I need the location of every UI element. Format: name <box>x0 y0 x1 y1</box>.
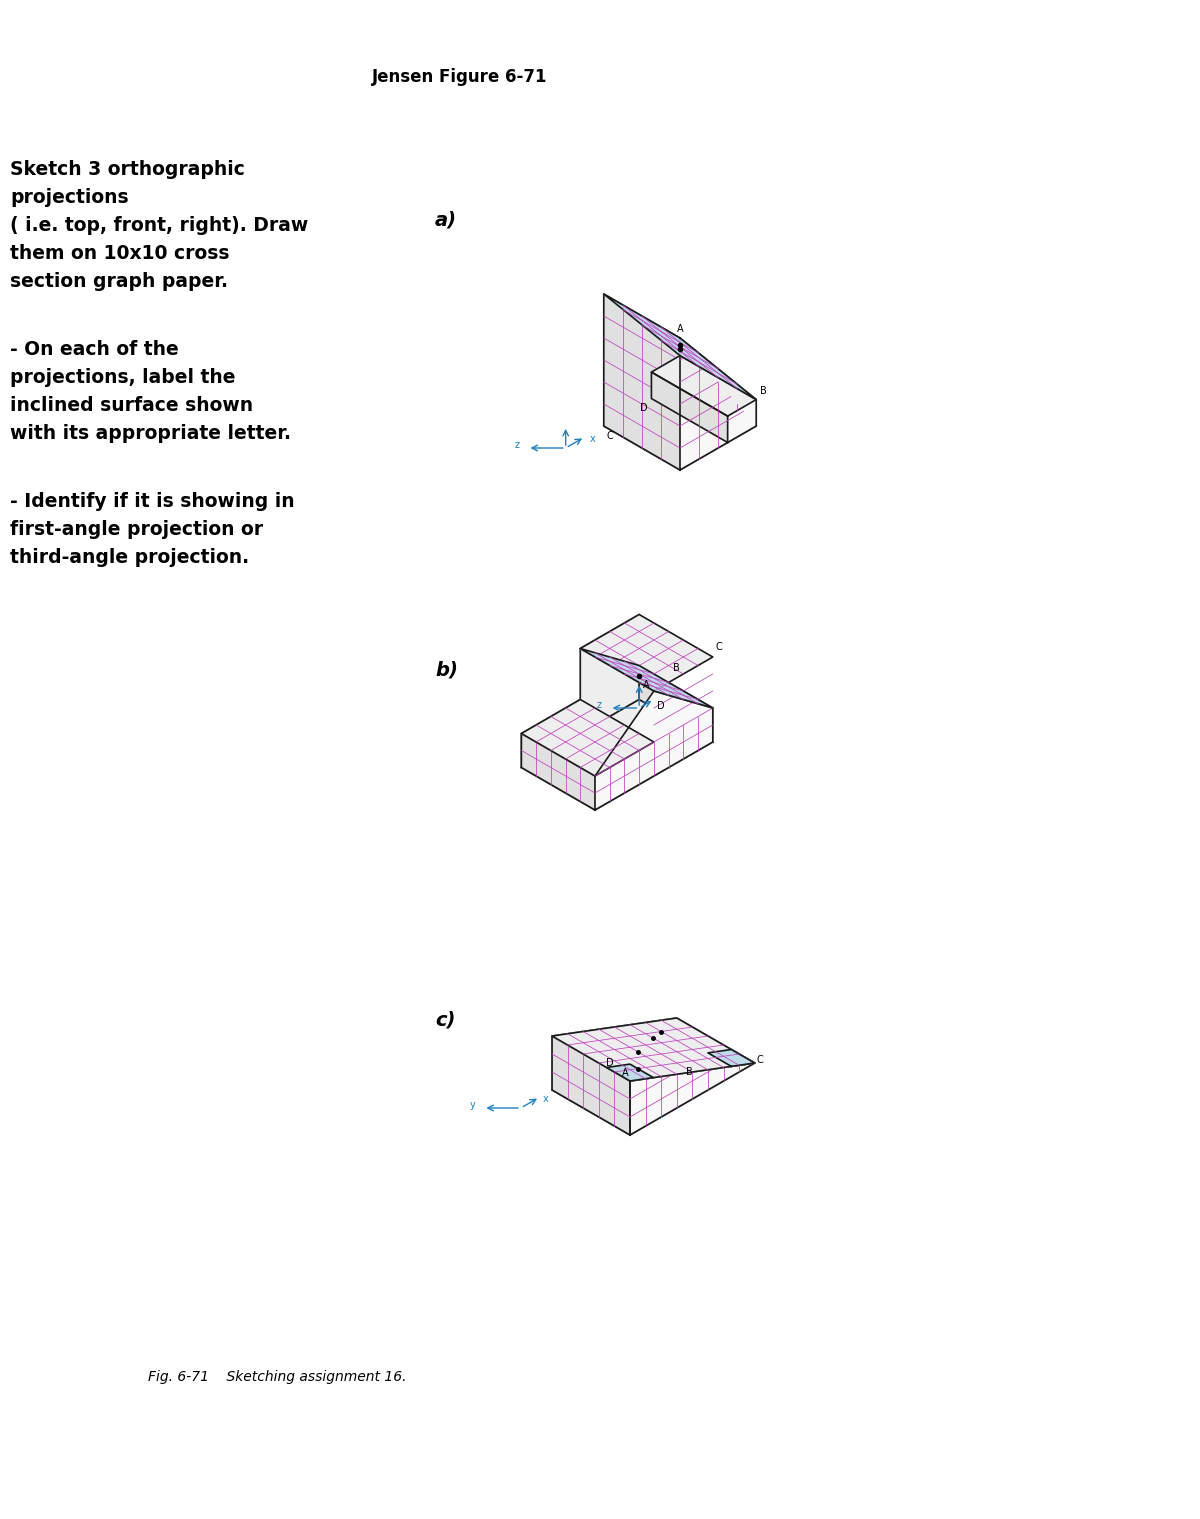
Text: A: A <box>677 324 683 334</box>
Polygon shape <box>521 734 595 810</box>
Text: projections: projections <box>10 188 128 207</box>
Text: third-angle projection.: third-angle projection. <box>10 548 250 567</box>
Polygon shape <box>680 339 756 469</box>
Polygon shape <box>552 1018 677 1091</box>
Polygon shape <box>581 649 713 708</box>
Polygon shape <box>604 381 756 469</box>
Text: a): a) <box>436 210 457 229</box>
Text: ( i.e. top, front, right). Draw: ( i.e. top, front, right). Draw <box>10 216 308 235</box>
Polygon shape <box>652 372 727 442</box>
Polygon shape <box>552 1018 755 1135</box>
Text: x: x <box>659 697 665 706</box>
Polygon shape <box>652 355 756 416</box>
Text: C: C <box>756 1056 763 1065</box>
Text: c): c) <box>436 1010 455 1028</box>
Text: first-angle projection or: first-angle projection or <box>10 519 263 539</box>
Polygon shape <box>595 691 713 810</box>
Text: A: A <box>643 681 649 690</box>
Text: section graph paper.: section graph paper. <box>10 272 228 292</box>
Polygon shape <box>552 1036 630 1135</box>
Polygon shape <box>521 700 654 776</box>
Text: inclined surface shown: inclined surface shown <box>10 396 253 415</box>
Polygon shape <box>552 1018 755 1082</box>
Text: - Identify if it is showing in: - Identify if it is showing in <box>10 492 295 510</box>
Text: z: z <box>596 700 601 709</box>
Text: D: D <box>606 1059 613 1068</box>
Polygon shape <box>581 615 713 691</box>
Polygon shape <box>708 1050 755 1066</box>
Polygon shape <box>521 700 713 810</box>
Polygon shape <box>604 295 756 399</box>
Text: A: A <box>622 1068 629 1078</box>
Text: C: C <box>606 431 613 441</box>
Polygon shape <box>607 1065 653 1082</box>
Polygon shape <box>521 615 640 767</box>
Text: - On each of the: - On each of the <box>10 340 179 358</box>
Polygon shape <box>640 665 713 741</box>
Polygon shape <box>604 295 680 425</box>
Text: C: C <box>715 643 722 652</box>
Text: with its appropriate letter.: with its appropriate letter. <box>10 424 292 444</box>
Text: D: D <box>656 702 665 711</box>
Text: Jensen Figure 6-71: Jensen Figure 6-71 <box>372 68 547 87</box>
Text: Sketch 3 orthographic: Sketch 3 orthographic <box>10 159 245 179</box>
Polygon shape <box>604 295 680 469</box>
Text: B: B <box>686 1068 692 1077</box>
Text: y: y <box>636 662 642 673</box>
Text: B: B <box>672 664 679 673</box>
Polygon shape <box>630 1063 755 1135</box>
Text: projections, label the: projections, label the <box>10 368 235 387</box>
Text: D: D <box>640 403 648 413</box>
Text: B: B <box>760 386 767 396</box>
Polygon shape <box>680 355 756 425</box>
Text: x: x <box>542 1094 548 1104</box>
Text: y: y <box>469 1100 475 1110</box>
Text: x: x <box>589 434 595 444</box>
Text: them on 10x10 cross: them on 10x10 cross <box>10 245 229 263</box>
Text: z: z <box>515 441 520 450</box>
Text: Fig. 6-71    Sketching assignment 16.: Fig. 6-71 Sketching assignment 16. <box>148 1370 407 1384</box>
Text: b): b) <box>436 659 458 679</box>
